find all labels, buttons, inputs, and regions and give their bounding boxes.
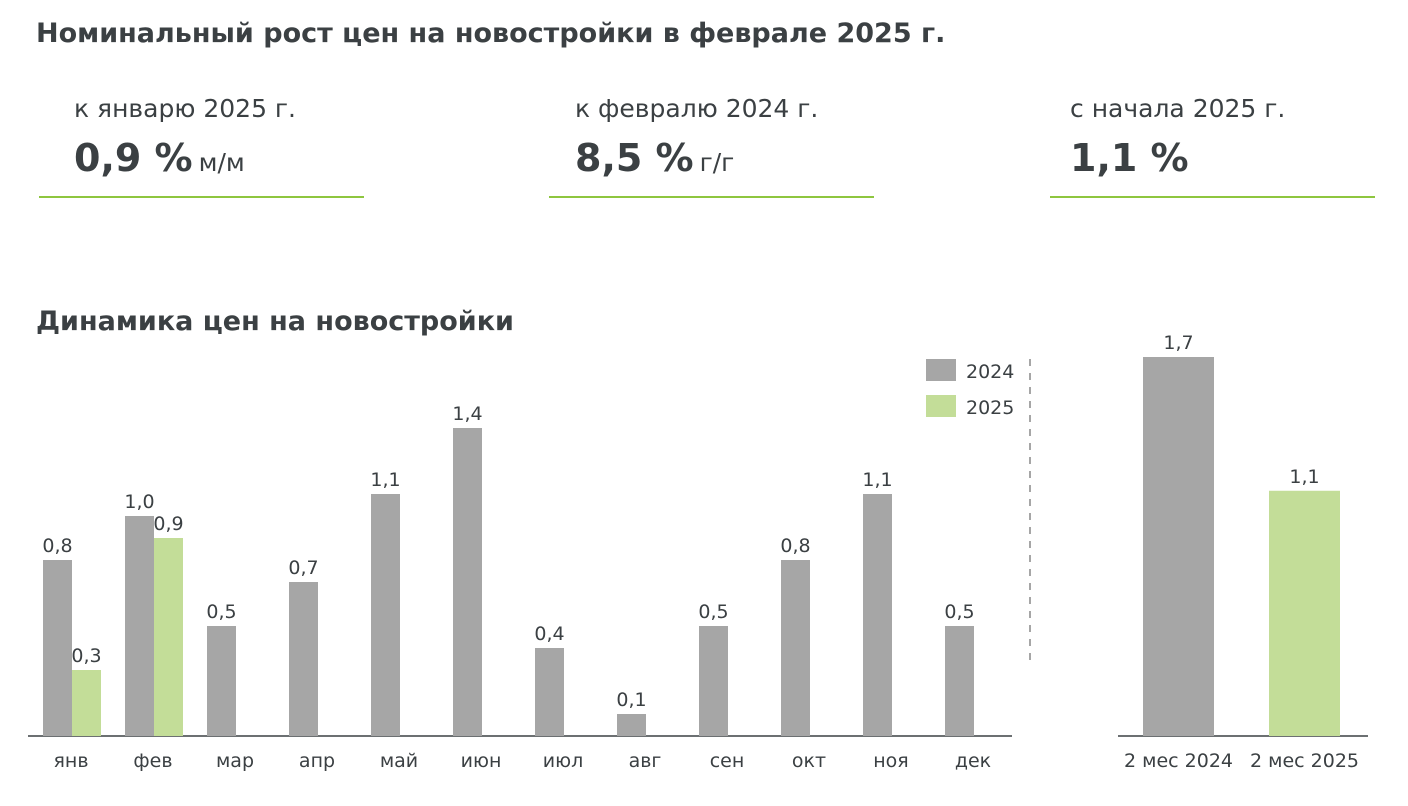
kpi-value-row: 8,5 % г/г <box>575 136 734 180</box>
legend-label: 2025 <box>966 397 1014 419</box>
x-tick-label: окт <box>792 750 826 772</box>
summary-x-tick-label: 2 мес 2024 <box>1124 750 1233 772</box>
kpi-underline <box>39 196 364 198</box>
summary-x-tick-label: 2 мес 2025 <box>1250 750 1359 772</box>
data-label: 1,1 <box>862 469 892 491</box>
x-tick-label: фев <box>133 750 172 772</box>
x-tick-label: мар <box>216 750 254 772</box>
bar-2024-мар <box>207 626 236 736</box>
kpi-card-month: к январю 2025 г. 0,9 % м/м <box>39 92 364 198</box>
chart-section-title: Динамика цен на новостройки <box>36 306 514 337</box>
data-label: 0,5 <box>944 601 974 623</box>
kpi-label: к январю 2025 г. <box>74 94 296 123</box>
data-label: 0,4 <box>534 623 564 645</box>
bar-2024-сен <box>699 626 728 736</box>
summary-bar-0 <box>1143 357 1214 736</box>
kpi-card-year: к февралю 2024 г. 8,5 % г/г <box>549 92 874 198</box>
legend-swatch-2025 <box>926 395 956 417</box>
bar-2024-авг <box>617 714 646 736</box>
bar-2024-фев <box>125 516 154 736</box>
x-tick-label: дек <box>955 750 991 772</box>
kpi-underline <box>1050 196 1375 198</box>
x-tick-label: июн <box>461 750 502 772</box>
bar-2024-ноя <box>863 494 892 736</box>
data-label: 1,4 <box>452 403 482 425</box>
bar-2024-май <box>371 494 400 736</box>
x-tick-label: янв <box>53 750 88 772</box>
kpi-underline <box>549 196 874 198</box>
kpi-unit: м/м <box>198 148 245 177</box>
x-tick-label: апр <box>299 750 335 772</box>
summary-data-label: 1,7 <box>1163 332 1193 354</box>
kpi-unit: г/г <box>699 148 735 177</box>
kpi-value: 8,5 % <box>575 136 694 180</box>
kpi-label: с начала 2025 г. <box>1070 94 1286 123</box>
kpi-value: 0,9 % <box>74 136 193 180</box>
summary-data-label: 1,1 <box>1289 466 1319 488</box>
bar-2024-окт <box>781 560 810 736</box>
data-label: 1,0 <box>124 491 154 513</box>
bar-2024-апр <box>289 582 318 736</box>
data-label: 0,8 <box>780 535 810 557</box>
kpi-card-ytd: с начала 2025 г. 1,1 % <box>1050 92 1375 198</box>
bar-2025-фев <box>154 538 183 736</box>
data-label: 0,5 <box>698 601 728 623</box>
legend-label: 2024 <box>966 361 1014 383</box>
kpi-value: 1,1 % <box>1070 136 1189 180</box>
data-label: 0,8 <box>42 535 72 557</box>
x-tick-label: июл <box>543 750 584 772</box>
legend-swatch-2024 <box>926 359 956 381</box>
kpi-value-row: 0,9 % м/м <box>74 136 245 180</box>
data-label: 0,7 <box>288 557 318 579</box>
data-label: 0,9 <box>153 513 183 535</box>
kpi-label: к февралю 2024 г. <box>575 94 819 123</box>
data-label: 1,1 <box>370 469 400 491</box>
bar-2024-июл <box>535 648 564 736</box>
data-label: 0,3 <box>71 645 101 667</box>
data-label: 0,1 <box>616 689 646 711</box>
summary-bar-1 <box>1269 490 1340 736</box>
kpi-value-row: 1,1 % <box>1070 136 1195 180</box>
x-tick-label: авг <box>629 750 662 772</box>
bar-2024-дек <box>945 626 974 736</box>
data-label: 0,5 <box>206 601 236 623</box>
x-tick-label: сен <box>710 750 745 772</box>
x-tick-label: ноя <box>873 750 908 772</box>
x-tick-label: май <box>380 750 418 772</box>
page-title: Номинальный рост цен на новостройки в фе… <box>36 18 946 49</box>
bar-2024-июн <box>453 428 482 736</box>
bar-2024-янв <box>43 560 72 736</box>
bar-2025-янв <box>72 670 101 736</box>
